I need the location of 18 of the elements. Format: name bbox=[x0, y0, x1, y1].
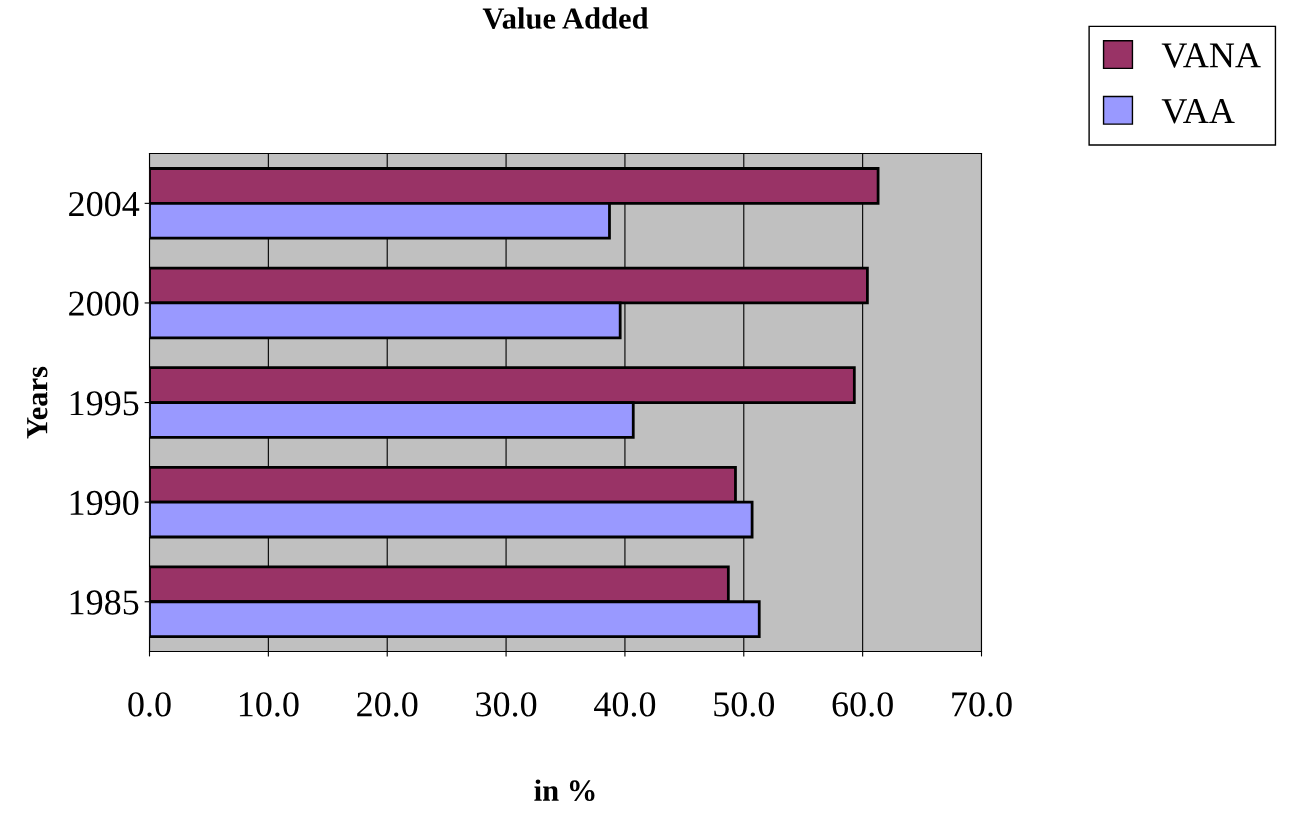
x-tick-label: 0.0 bbox=[128, 692, 171, 717]
x-tick-label: 40.0 bbox=[594, 692, 656, 717]
x-tick-label: 30.0 bbox=[476, 692, 537, 717]
x-tick-label: 50.0 bbox=[714, 692, 775, 717]
y-axis-title: Years bbox=[27, 366, 48, 439]
legend-label: VAA bbox=[1161, 99, 1235, 124]
x-axis-title: in % bbox=[534, 779, 595, 802]
x-tick-label: 60.0 bbox=[832, 692, 893, 717]
y-tick-label: 2000 bbox=[69, 291, 139, 316]
y-tick-label: 1990 bbox=[70, 490, 139, 516]
x-tick-label: 70.0 bbox=[952, 692, 1012, 717]
x-tick-label: 10.0 bbox=[239, 692, 299, 717]
x-tick-label: 20.0 bbox=[357, 692, 418, 717]
y-tick-label: 1985 bbox=[70, 590, 139, 615]
y-tick-label: 1995 bbox=[70, 391, 139, 416]
legend-label: VANA bbox=[1161, 43, 1261, 68]
chart-title: Value Added bbox=[482, 7, 649, 30]
y-tick-label: 2004 bbox=[69, 191, 140, 217]
